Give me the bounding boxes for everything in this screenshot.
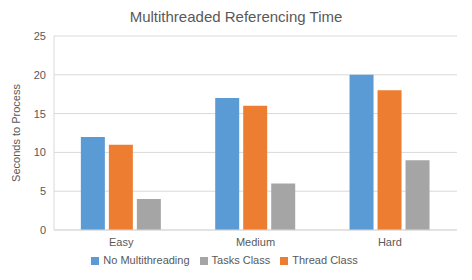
svg-text:15: 15 — [34, 108, 46, 120]
html-text:Thread Class: Thread Class — [292, 254, 358, 266]
html-text:No Multithreading: No Multithreading — [103, 254, 190, 266]
svg-text:Easy: Easy — [109, 236, 134, 248]
svg-text:25: 25 — [34, 30, 46, 42]
svg-text:Seconds to Process: Seconds to Process — [10, 84, 22, 182]
svg-text:10: 10 — [34, 146, 46, 158]
html-text:Multithreaded Referencing Time: Multithreaded Referencing Time — [129, 8, 343, 25]
svg-text:20: 20 — [34, 69, 46, 81]
svg-text:Medium: Medium — [236, 236, 275, 248]
svg-text:5: 5 — [40, 185, 46, 197]
html-text:Tasks Class: Tasks Class — [211, 254, 271, 266]
svg-text:Hard: Hard — [378, 236, 402, 248]
svg-text:0: 0 — [40, 224, 46, 236]
